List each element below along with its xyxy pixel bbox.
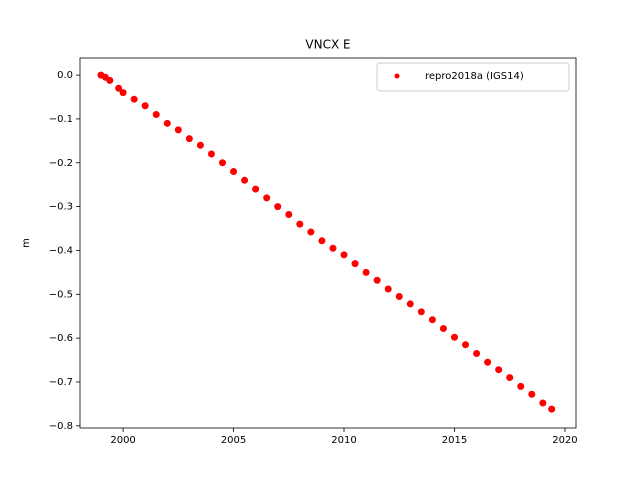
point [439,324,447,332]
y-tick-label: −0.2 [49,158,73,169]
point [539,399,547,407]
x-tick-label: 2005 [221,435,246,446]
x-tick-label: 2000 [110,435,135,446]
x-tick-label: 2010 [331,435,356,446]
y-tick-label: −0.5 [49,289,73,300]
point [417,308,425,316]
y-tick-label: −0.4 [49,245,73,256]
point [428,316,436,324]
point [307,228,315,236]
point [484,358,492,366]
point [318,237,326,245]
point [141,102,149,110]
point [450,333,458,341]
point [548,405,556,413]
point [230,168,238,176]
y-tick-label: −0.1 [49,114,73,125]
point [329,244,337,252]
point [462,341,470,349]
point [528,390,536,398]
point [373,276,381,284]
point [241,176,249,184]
point [263,194,271,202]
point [106,76,114,84]
y-tick-label: −0.8 [49,421,73,432]
point [517,382,525,390]
point [340,251,348,259]
point [152,111,160,119]
point [296,220,304,228]
point [252,185,260,193]
y-tick-label: −0.6 [49,333,73,344]
point [196,141,204,149]
plot-frame [79,57,577,429]
chart-title: VNCX E [305,38,350,52]
point [495,366,503,374]
y-axis-label: m [21,238,32,248]
x-tick-label: 2020 [552,435,577,446]
point [115,84,123,92]
point [285,211,293,219]
point [473,349,481,357]
point [185,135,193,143]
point [207,150,215,158]
point [406,300,414,308]
point [395,292,403,300]
point [351,260,359,268]
y-tick-label: 0.0 [57,70,73,81]
legend-label: repro2018a (IGS14) [425,71,524,82]
point [163,119,171,127]
point [174,126,182,134]
point [384,285,392,293]
point [219,159,227,167]
point [362,268,370,276]
y-tick-label: −0.3 [49,202,73,213]
legend-box [376,62,570,92]
x-tick-label: 2015 [442,435,467,446]
point [119,89,127,97]
point [506,374,514,382]
point [274,203,282,211]
y-tick-label: −0.7 [49,377,73,388]
legend-marker [394,73,400,79]
point [130,95,138,103]
